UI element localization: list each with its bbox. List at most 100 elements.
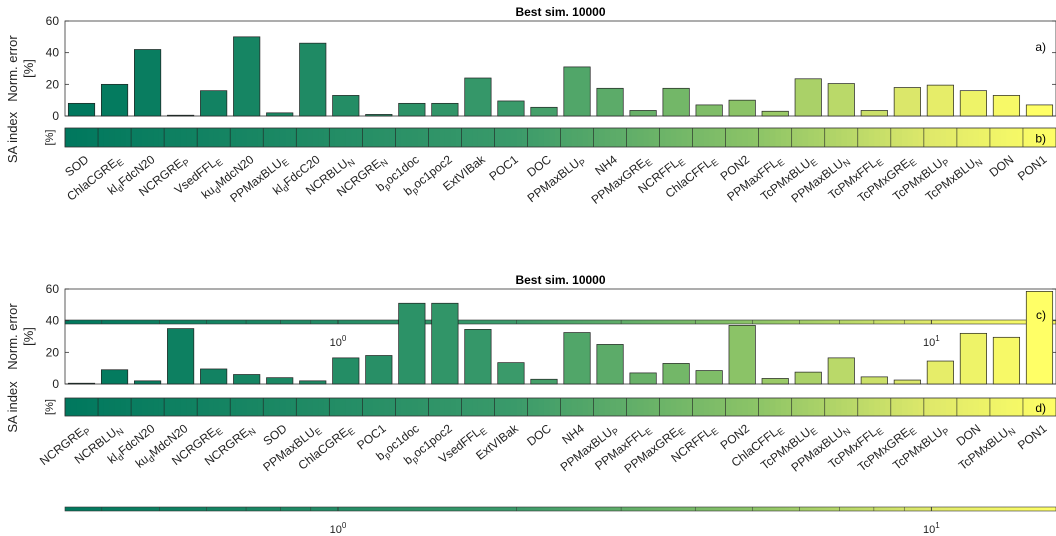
sa-index-cell: [786, 128, 793, 147]
y-axis-unit: [%]: [21, 327, 36, 346]
sa-index-cell: [846, 128, 853, 147]
sa-index-cell: [846, 398, 853, 416]
sa-index-cell: [720, 128, 727, 147]
bar: [332, 95, 360, 117]
sa-index-cell: [863, 398, 870, 416]
sa-index-cell: [252, 128, 259, 147]
sa-index-cell: [560, 128, 567, 147]
sa-index-cell: [246, 398, 253, 416]
colorbar-fill: [64, 506, 1056, 512]
bar: [497, 362, 525, 385]
sa-index-cell: [450, 398, 457, 416]
sa-index-cell: [907, 398, 914, 416]
sa-index-cell: [142, 398, 149, 416]
sa-index-cell: [758, 398, 765, 416]
bar: [200, 368, 228, 385]
sa-index-cell: [923, 398, 930, 416]
sa-index-cell: [439, 128, 446, 147]
sa-index-cell: [147, 398, 154, 416]
sa-index-cell: [857, 128, 864, 147]
category-label: PON1: [1015, 152, 1050, 183]
sa-index-cell: [279, 128, 286, 147]
sa-index-cell: [857, 398, 864, 416]
sa-index-cell: [868, 398, 875, 416]
bar: [464, 77, 492, 117]
sa-index-cell: [1033, 398, 1041, 416]
sa-index-cell: [521, 128, 529, 147]
bar: [695, 104, 723, 117]
sa-index-cell: [164, 398, 171, 416]
sa-index-cell: [373, 398, 380, 416]
sa-index-cell: [714, 398, 721, 416]
sa-index-cell: [114, 398, 121, 416]
sa-index-cell: [224, 128, 231, 147]
sa-index-cell: [929, 128, 936, 147]
sa-index-cell: [246, 128, 253, 147]
sa-index-cell: [362, 398, 369, 416]
bar: [893, 87, 921, 117]
bar: [893, 379, 921, 385]
sa-index-cell: [808, 398, 815, 416]
bar: [794, 78, 822, 117]
sa-index-cell: [219, 128, 226, 147]
sa-index-cell: [285, 128, 292, 147]
sa-index-cell: [907, 128, 914, 147]
chart-title: Best sim. 10000: [515, 5, 605, 19]
sa-index-cell: [76, 398, 83, 416]
bar: [794, 371, 822, 385]
sa-index-cell: [230, 128, 237, 147]
sa-index-cell: [532, 398, 540, 416]
sa-index-cell: [1022, 398, 1030, 416]
sa-index-cell: [978, 128, 986, 147]
y-tick-label: 40: [46, 46, 60, 60]
sa-index-cell: [632, 128, 639, 147]
sa-index-cell: [665, 398, 672, 416]
colorbar-tick-label: 100: [330, 334, 347, 349]
sa-index-cell: [186, 398, 193, 416]
sa-index-cell: [692, 128, 699, 147]
sa-index-cell: [527, 398, 534, 416]
sa-index-cell: [978, 398, 986, 416]
sa-index-cell: [329, 128, 336, 147]
sa-index-cell: [588, 398, 595, 416]
sa-index-cell: [532, 128, 540, 147]
bar: [563, 66, 591, 117]
bar: [662, 87, 690, 117]
bar: [1025, 291, 1054, 385]
sa-index-cell: [923, 128, 930, 147]
sa-index-cell: [973, 398, 980, 416]
colorbar-tick-label: 101: [923, 334, 940, 349]
sa-index-cell: [621, 128, 628, 147]
sa-index-cell: [1044, 398, 1052, 416]
sa-index-cell: [736, 398, 743, 416]
bar: [959, 332, 987, 385]
sa-index-cell: [549, 398, 556, 416]
sa-index-cell: [444, 398, 451, 416]
sa-index-cell: [428, 128, 435, 147]
sa-index-cell: [692, 398, 699, 416]
sa-index-cell: [81, 128, 88, 147]
sa-index-cell: [709, 398, 716, 416]
sa-index-cell: [681, 398, 688, 416]
sa-index-cell: [648, 398, 655, 416]
sa-index-cell: [411, 128, 418, 147]
bar: [860, 110, 888, 117]
sa-index-cell: [483, 398, 490, 416]
sa-index-cell: [103, 128, 110, 147]
sa-index-cell: [466, 398, 474, 416]
sa-index-cell: [995, 398, 1002, 416]
sa-index-cell: [841, 398, 848, 416]
sa-index-label: SA index: [5, 111, 20, 163]
sa-index-cell: [455, 398, 462, 416]
sa-index-cell: [577, 128, 584, 147]
sa-index-cell: [962, 398, 969, 416]
sa-index-cell: [901, 398, 908, 416]
sa-index-cell: [736, 128, 743, 147]
plot-frame: [64, 20, 1056, 117]
sa-index-cell: [543, 398, 551, 416]
bar: [992, 336, 1021, 385]
sa-index-cell: [1006, 398, 1013, 416]
sa-index-cell: [747, 128, 754, 147]
sa-index-cell: [461, 128, 468, 147]
sa-index-cell: [615, 398, 622, 416]
